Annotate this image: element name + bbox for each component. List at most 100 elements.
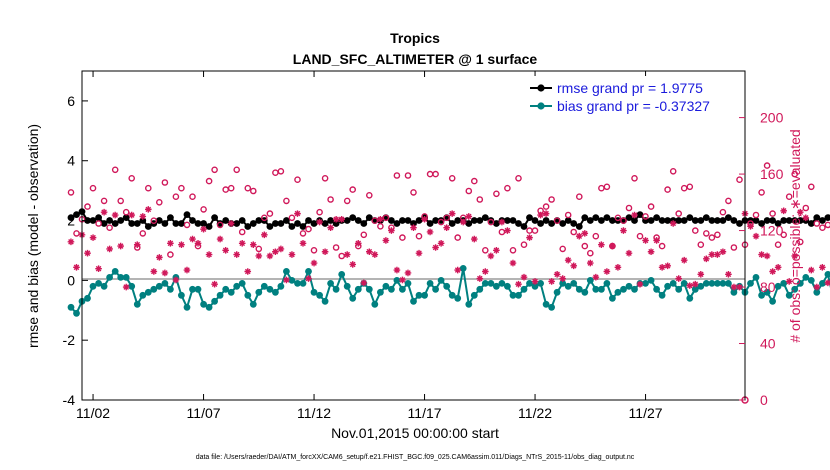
bias-point bbox=[664, 282, 671, 290]
obs-evaluated-point bbox=[730, 283, 738, 291]
rmse-point bbox=[680, 217, 688, 224]
rmse-point bbox=[244, 223, 252, 230]
rmse-point bbox=[813, 214, 821, 222]
obs-possible-point bbox=[697, 241, 705, 248]
obs-possible-point bbox=[288, 214, 296, 222]
bias-point bbox=[603, 280, 611, 287]
bias-point bbox=[404, 280, 412, 287]
bias-point bbox=[183, 303, 191, 311]
obs-possible-point bbox=[321, 174, 329, 182]
rmse-point bbox=[128, 220, 136, 227]
obs-evaluated-point bbox=[697, 271, 705, 278]
obs-evaluated-point bbox=[382, 237, 390, 244]
obs-possible-point bbox=[89, 184, 97, 192]
rmse-point bbox=[763, 217, 771, 224]
bias-point bbox=[824, 271, 830, 278]
bias-point bbox=[763, 288, 771, 296]
bias-point bbox=[382, 282, 390, 290]
bias-point bbox=[785, 291, 793, 299]
obs-possible-point bbox=[642, 213, 649, 220]
obs-possible-point bbox=[824, 221, 830, 229]
obs-evaluated-point bbox=[421, 215, 428, 223]
rmse-point bbox=[238, 217, 246, 224]
bias-point bbox=[620, 285, 627, 293]
bias-point bbox=[410, 297, 417, 305]
obs-possible-point bbox=[708, 234, 716, 241]
obs-possible-point bbox=[343, 197, 351, 205]
obs-evaluated-point bbox=[194, 239, 202, 247]
bias-point bbox=[796, 280, 804, 287]
bias-point bbox=[205, 303, 213, 311]
rmse-point bbox=[526, 214, 533, 222]
obs-possible-point bbox=[808, 183, 815, 191]
obs-possible-point bbox=[227, 184, 235, 192]
bias-point bbox=[791, 285, 799, 293]
bias-point bbox=[371, 300, 379, 308]
rmse-point bbox=[493, 220, 500, 227]
obs-evaluated-point bbox=[211, 280, 218, 288]
obs-possible-point bbox=[410, 189, 417, 196]
obs-evaluated-point bbox=[167, 239, 174, 247]
obs-possible-point bbox=[84, 203, 91, 210]
obs-possible-point bbox=[493, 190, 500, 198]
obs-possible-point bbox=[548, 196, 555, 203]
obs-evaluated-point bbox=[277, 245, 285, 253]
rmse-point bbox=[305, 217, 312, 224]
bias-point bbox=[581, 288, 589, 296]
obs-evaluated-point bbox=[808, 266, 815, 274]
rmse-point bbox=[664, 217, 671, 224]
bias-point bbox=[437, 277, 445, 284]
obs-possible-point bbox=[377, 222, 384, 230]
obs-evaluated-point bbox=[747, 223, 754, 230]
bias-point bbox=[813, 288, 821, 296]
bias-point bbox=[272, 288, 279, 296]
rmse-point bbox=[205, 223, 213, 230]
bias-point bbox=[625, 282, 633, 290]
rmse-point bbox=[167, 214, 174, 222]
bias-point bbox=[244, 291, 252, 299]
rmse-point bbox=[791, 217, 799, 224]
obs-evaluated-point bbox=[89, 234, 97, 241]
obs-evaluated-point bbox=[631, 211, 638, 219]
obs-evaluated-point bbox=[575, 232, 583, 240]
rmse-point bbox=[89, 217, 97, 224]
obs-evaluated-point bbox=[564, 256, 572, 264]
rmse-point bbox=[769, 217, 776, 224]
y-tick-label: 4 bbox=[67, 153, 75, 169]
axis-ticks: -4 -2 0 2 4 6 0 40 80 120 160 200 11/02 11/07 11/12 11/… bbox=[63, 71, 784, 421]
rmse-point bbox=[686, 214, 694, 222]
obs-possible-point bbox=[365, 191, 373, 199]
obs-evaluated-point bbox=[310, 259, 318, 267]
obs-possible-point bbox=[371, 217, 379, 224]
bias-point bbox=[388, 285, 395, 293]
obs-possible-point bbox=[67, 189, 75, 196]
obs-possible-point bbox=[399, 234, 406, 241]
bias-point bbox=[702, 280, 710, 287]
obs-evaluated-point bbox=[675, 275, 682, 282]
bias-point bbox=[598, 285, 605, 293]
bias-point bbox=[189, 285, 196, 293]
obs-possible-point bbox=[719, 208, 727, 216]
bias-point bbox=[658, 291, 666, 299]
obs-possible-point bbox=[106, 224, 113, 231]
obs-evaluated-point bbox=[758, 251, 765, 258]
rmse-point bbox=[272, 220, 279, 227]
obs-possible-point bbox=[531, 227, 539, 234]
obs-evaluated-point bbox=[294, 210, 301, 217]
obs-evaluated-point bbox=[426, 228, 434, 236]
x-axis-label: Nov.01,2015 00:00:00 start bbox=[331, 425, 499, 441]
obs-possible-point bbox=[763, 162, 771, 169]
obs-possible-point bbox=[443, 214, 451, 222]
obs-evaluated-point bbox=[410, 224, 417, 232]
obs-possible-point bbox=[294, 176, 301, 183]
obs-evaluated-point bbox=[172, 276, 180, 284]
bias-point bbox=[769, 297, 776, 305]
bias-point bbox=[493, 282, 500, 290]
obs-evaluated-point bbox=[454, 266, 461, 274]
rmse-point bbox=[736, 220, 743, 227]
rmse-point bbox=[515, 220, 522, 227]
obs-evaluated-point bbox=[332, 215, 340, 223]
obs-evaluated-point bbox=[205, 251, 213, 258]
obs-evaluated-point bbox=[299, 239, 307, 247]
obs-possible-point bbox=[111, 166, 119, 174]
